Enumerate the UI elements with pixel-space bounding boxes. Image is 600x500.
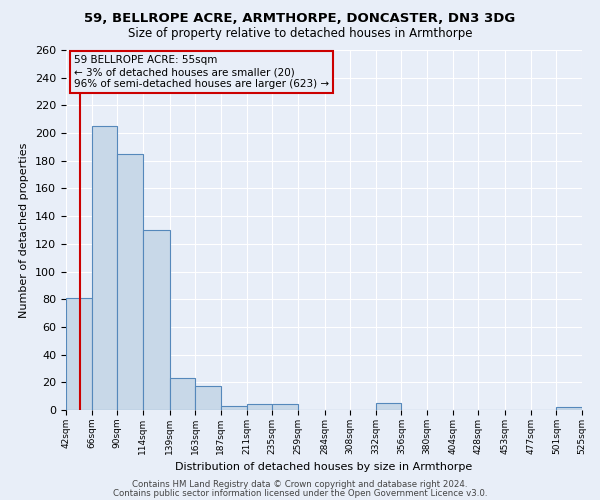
Bar xyxy=(92,126,117,410)
Bar xyxy=(221,406,247,410)
Text: 59 BELLROPE ACRE: 55sqm
← 3% of detached houses are smaller (20)
96% of semi-det: 59 BELLROPE ACRE: 55sqm ← 3% of detached… xyxy=(74,56,329,88)
X-axis label: Distribution of detached houses by size in Armthorpe: Distribution of detached houses by size … xyxy=(175,462,473,472)
Bar xyxy=(376,403,401,410)
Bar xyxy=(556,407,582,410)
Text: Contains public sector information licensed under the Open Government Licence v3: Contains public sector information licen… xyxy=(113,490,487,498)
Text: Size of property relative to detached houses in Armthorpe: Size of property relative to detached ho… xyxy=(128,28,472,40)
Bar xyxy=(143,230,170,410)
Bar xyxy=(247,404,272,410)
Y-axis label: Number of detached properties: Number of detached properties xyxy=(19,142,29,318)
Text: 59, BELLROPE ACRE, ARMTHORPE, DONCASTER, DN3 3DG: 59, BELLROPE ACRE, ARMTHORPE, DONCASTER,… xyxy=(85,12,515,26)
Bar xyxy=(272,404,298,410)
Bar xyxy=(117,154,143,410)
Bar xyxy=(195,386,221,410)
Bar xyxy=(170,378,195,410)
Text: Contains HM Land Registry data © Crown copyright and database right 2024.: Contains HM Land Registry data © Crown c… xyxy=(132,480,468,489)
Bar xyxy=(66,298,92,410)
